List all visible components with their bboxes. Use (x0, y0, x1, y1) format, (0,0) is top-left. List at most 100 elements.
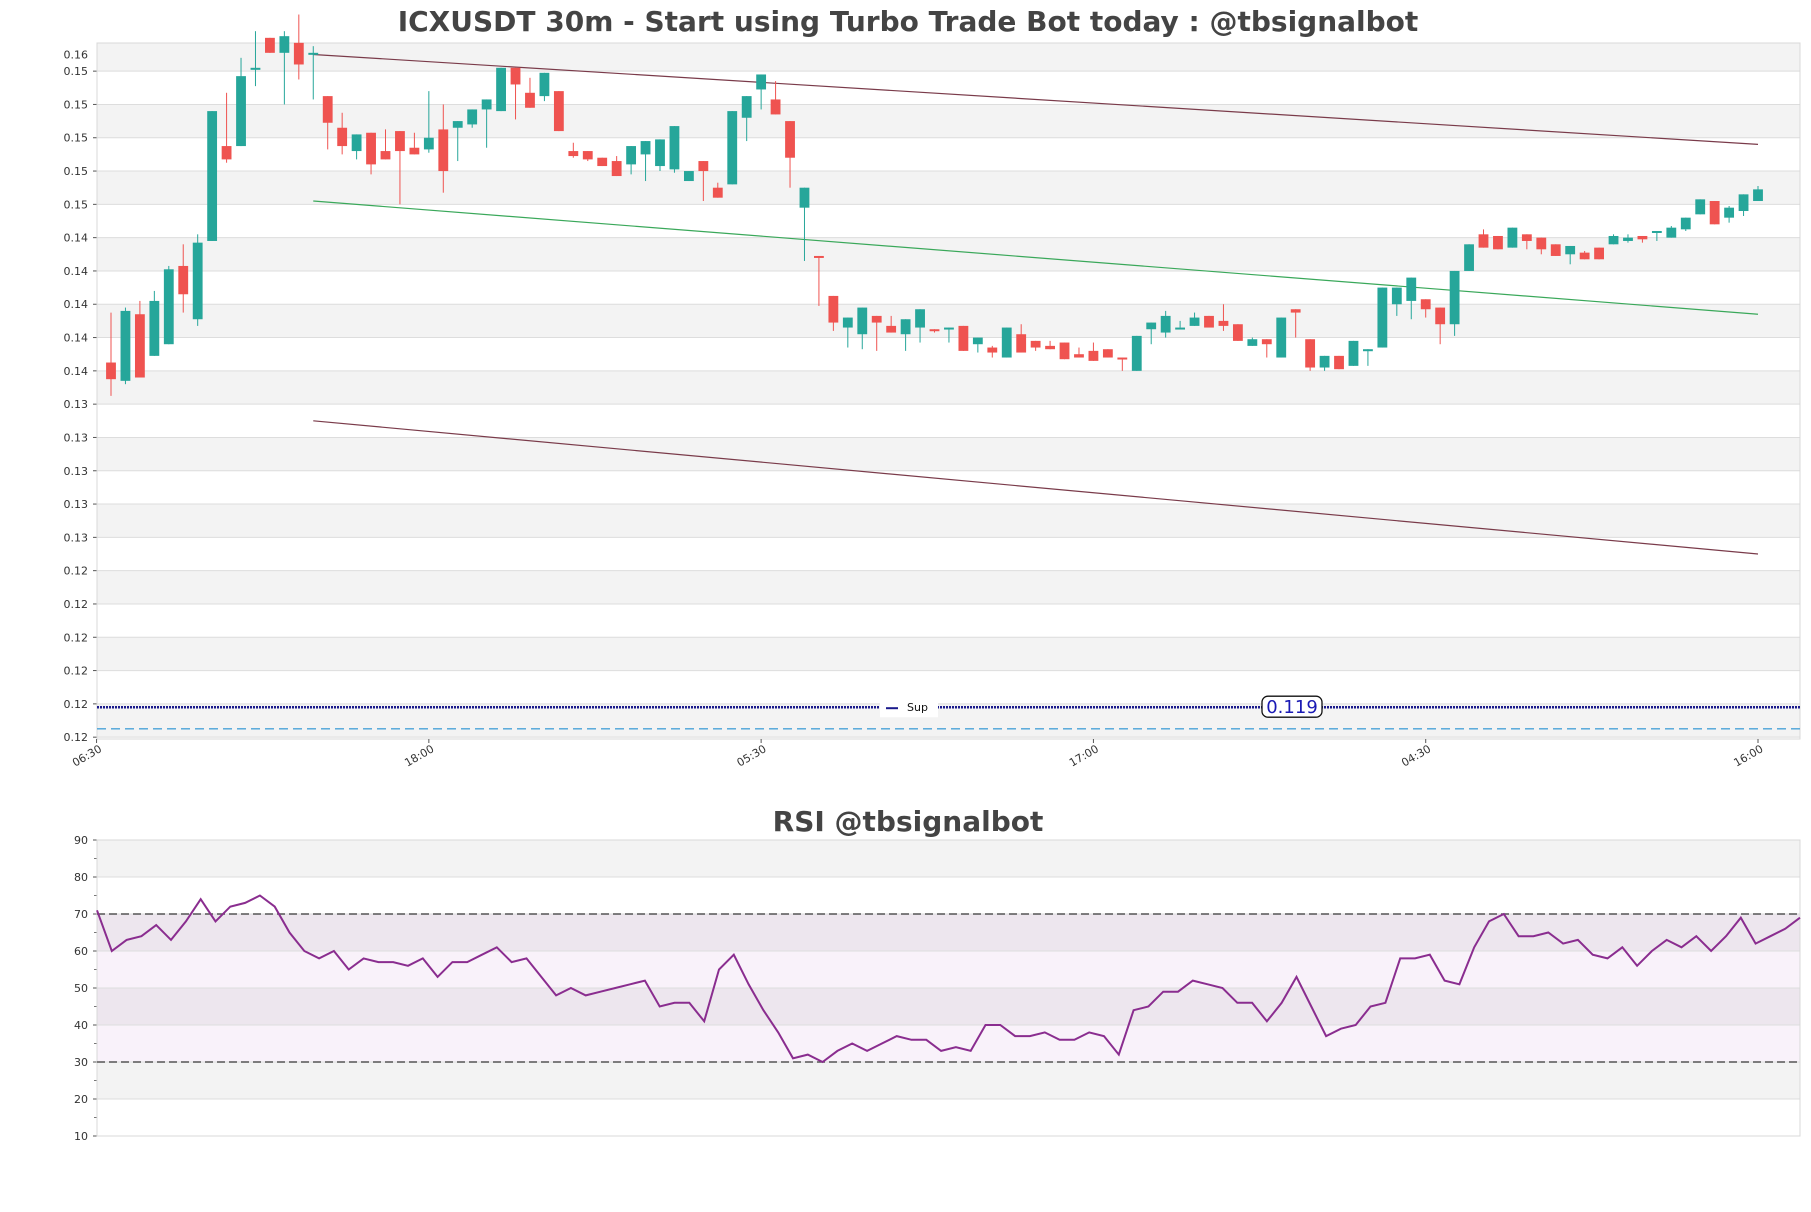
candle-body (395, 131, 405, 152)
y-tick-label: 0.15 (64, 98, 89, 111)
candle-body (1363, 349, 1373, 352)
y-tick-label: 0.14 (64, 298, 89, 311)
candle-body (1102, 349, 1113, 358)
band (97, 504, 1800, 538)
y-tick-label: 0.12 (64, 698, 89, 711)
candle-body (640, 141, 651, 155)
y-tick-label: 0.15 (64, 65, 89, 78)
candle-body (886, 325, 897, 333)
y-tick-label: 0.14 (64, 332, 89, 345)
y-tick-label: 30 (74, 1056, 88, 1069)
support-legend-label: Sup (907, 701, 928, 714)
trend-line (313, 420, 1759, 555)
x-tick-label: 17:00 (1067, 742, 1101, 769)
candle-body (510, 67, 521, 85)
candle-body (915, 309, 925, 328)
candle-body (1204, 315, 1214, 328)
y-tick-label: 0.13 (64, 531, 89, 544)
candle-body (1493, 235, 1503, 250)
candle-body (1175, 327, 1186, 330)
candle-body (409, 147, 420, 155)
candle-body (1521, 234, 1532, 241)
candle-body (1377, 287, 1388, 348)
y-tick-label: 0.13 (64, 498, 89, 511)
candle-body (842, 317, 853, 328)
candle-body (1088, 350, 1099, 361)
candle-body (900, 319, 911, 335)
candle-body (322, 96, 333, 123)
candle-body (1724, 207, 1735, 218)
candle-body (597, 157, 608, 167)
x-tick-label: 18:00 (402, 742, 436, 769)
candle-body (1623, 237, 1633, 241)
y-tick-label: 0.13 (64, 465, 89, 478)
candle-body (366, 132, 376, 165)
y-tick-label: 60 (74, 945, 88, 958)
candle-body (1117, 357, 1128, 360)
candle-body (1753, 189, 1763, 202)
y-tick-label: 0.15 (64, 198, 89, 211)
candle-body (1261, 339, 1272, 345)
candle-body (1738, 194, 1749, 212)
y-tick-label: 0.13 (64, 398, 89, 411)
candle-body (1131, 335, 1142, 371)
candle-body (1146, 322, 1157, 330)
main-chart: 0.12 0.12 0.12 0.12 0.12 0.12 0.13 0.13 0.13 0.13… (64, 14, 1801, 769)
candle-body (814, 255, 824, 258)
candle-body (308, 52, 319, 55)
candle-body (871, 315, 882, 323)
candle-body (496, 67, 506, 112)
candle-body (438, 129, 449, 172)
candle-body (1160, 315, 1171, 333)
candle-body (1637, 235, 1648, 240)
band (97, 437, 1800, 471)
candle-body (626, 146, 637, 165)
candle-body (611, 161, 622, 177)
candle-body (1709, 201, 1720, 225)
candle-body (178, 265, 189, 295)
candle-body (452, 121, 463, 128)
y-tick-label: 0.15 (64, 165, 89, 178)
y-tick-label: 0.16 (64, 48, 89, 61)
candle-body (134, 314, 145, 378)
candle-body (525, 92, 535, 108)
y-tick-label: 10 (74, 1130, 88, 1143)
candle-body (207, 111, 218, 241)
y-tick-label: 0.13 (64, 431, 89, 444)
candle-body (655, 139, 665, 167)
candle-body (250, 67, 261, 70)
candle-body (712, 187, 723, 198)
band (97, 43, 1800, 72)
candle-body (669, 126, 680, 170)
support-price-box (1261, 695, 1323, 718)
candle-body (163, 269, 174, 345)
candle-body (582, 151, 593, 160)
y-tick-label: 0.14 (64, 265, 89, 278)
candle-body (1680, 217, 1691, 230)
candle-body (1030, 340, 1041, 348)
candle-body (698, 161, 709, 172)
candle-body (1334, 355, 1344, 370)
candle-body (727, 111, 738, 185)
band (97, 370, 1800, 405)
x-tick-label: 06:30 (70, 742, 104, 769)
support-price-label: 0.119 (1266, 697, 1318, 718)
y-tick-label: 0.12 (64, 631, 89, 644)
y-tick-label: 0.12 (64, 598, 89, 611)
trend-line (313, 53, 1759, 146)
band (97, 988, 1800, 1025)
y-tick-label: 0.12 (64, 665, 89, 678)
candle-body (351, 134, 362, 152)
candle-body (553, 91, 564, 132)
candle-body (1406, 277, 1417, 301)
candle-body (1536, 237, 1547, 250)
candle-body (1218, 320, 1229, 326)
candle-body (1608, 235, 1619, 245)
band (97, 104, 1800, 138)
candle-body (265, 37, 275, 53)
candle-body (1464, 244, 1474, 271)
candle-body (1651, 230, 1662, 233)
candle-body (799, 187, 810, 208)
band (97, 171, 1800, 205)
candle-body (1001, 327, 1012, 358)
